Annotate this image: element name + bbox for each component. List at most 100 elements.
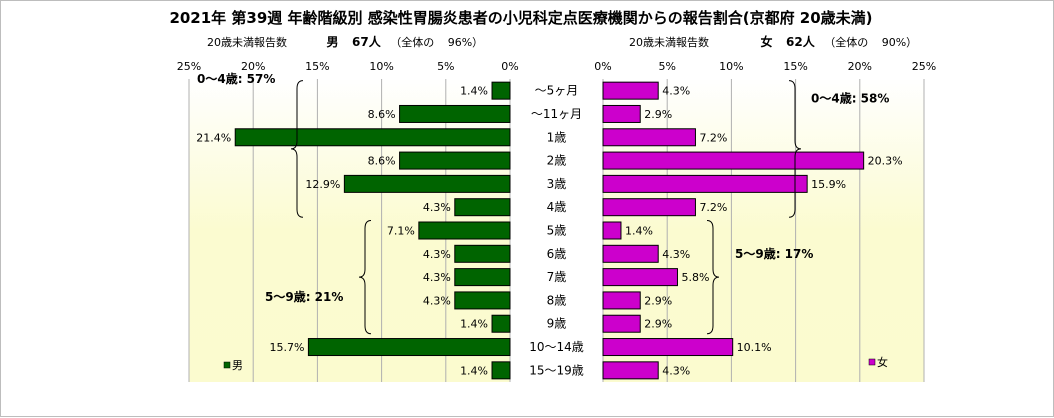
category-label: 8歳 bbox=[547, 293, 567, 307]
male-value-label: 4.3% bbox=[423, 271, 451, 284]
female-bar bbox=[602, 151, 865, 170]
male-header: 20歳未満報告数 男 67人 （全体の 96%） bbox=[207, 33, 483, 50]
female-value-label: 2.9% bbox=[644, 294, 672, 307]
male-legend-swatch bbox=[223, 361, 231, 369]
male-bar bbox=[491, 314, 511, 333]
female-value-label: 2.9% bbox=[644, 318, 672, 331]
female-tick-label: 25% bbox=[912, 60, 936, 73]
female-bar bbox=[602, 198, 696, 217]
male-tick-label: 20% bbox=[241, 60, 265, 73]
female-value-label: 4.3% bbox=[662, 85, 690, 98]
category-label: 3歳 bbox=[547, 177, 567, 191]
female-legend-label: 女 bbox=[877, 355, 888, 369]
male-value-label: 1.4% bbox=[460, 85, 488, 98]
male-group-brace bbox=[358, 220, 372, 335]
male-header-sex: 男 bbox=[326, 35, 339, 49]
male-tick-label: 15% bbox=[305, 60, 329, 73]
category-label: 1歳 bbox=[547, 130, 567, 144]
category-label: 7歳 bbox=[547, 270, 567, 284]
male-bar bbox=[491, 81, 511, 100]
male-value-label: 12.9% bbox=[305, 178, 340, 191]
male-value-label: 4.3% bbox=[423, 294, 451, 307]
female-value-label: 7.2% bbox=[699, 131, 727, 144]
category-label: ～11ヶ月 bbox=[531, 107, 582, 121]
female-header-caption: 20歳未満報告数 bbox=[629, 36, 709, 49]
male-tick-label: 5% bbox=[437, 60, 454, 73]
female-legend-swatch bbox=[868, 358, 876, 366]
female-tick-label: 15% bbox=[783, 60, 807, 73]
female-value-label: 2.9% bbox=[644, 108, 672, 121]
category-labels: ～5ヶ月 ～11ヶ月 1歳 2歳 3歳 4歳 5歳 6歳 7歳 8歳 9歳 10～14歳 15～19歳 bbox=[529, 84, 584, 378]
male-bar bbox=[399, 151, 511, 170]
category-label: 6歳 bbox=[547, 247, 567, 261]
male-bar bbox=[491, 361, 511, 380]
male-bar bbox=[234, 128, 511, 147]
male-legend-label: 男 bbox=[232, 359, 243, 372]
male-bar bbox=[454, 244, 511, 263]
female-tick-label: 5% bbox=[658, 60, 675, 73]
male-value-label: 21.4% bbox=[196, 131, 231, 144]
female-value-label: 15.9% bbox=[811, 178, 846, 191]
male-bar bbox=[454, 198, 511, 217]
male-value-label: 4.3% bbox=[423, 248, 451, 261]
female-value-label: 4.3% bbox=[662, 364, 690, 377]
category-label: 15～19歳 bbox=[529, 363, 584, 377]
female-bar bbox=[602, 361, 659, 380]
female-bar bbox=[602, 174, 808, 193]
category-label: 10～14歳 bbox=[529, 340, 584, 354]
category-label: 4歳 bbox=[547, 200, 567, 214]
female-group-brace bbox=[706, 220, 720, 335]
male-bar bbox=[418, 221, 511, 240]
male-value-label: 8.6% bbox=[368, 155, 396, 168]
male-group-label: 0～4歳: 57% bbox=[197, 71, 275, 86]
female-value-label: 7.2% bbox=[699, 201, 727, 214]
female-group-brace bbox=[788, 80, 802, 218]
male-value-label: 15.7% bbox=[269, 341, 304, 354]
female-group-label: 5～9歳: 17% bbox=[735, 246, 813, 261]
male-value-label: 7.1% bbox=[387, 225, 415, 238]
female-bar bbox=[602, 221, 622, 240]
male-value-label: 4.3% bbox=[423, 201, 451, 214]
female-tick-label: 20% bbox=[848, 60, 872, 73]
male-bar bbox=[454, 268, 511, 287]
female-value-label: 4.3% bbox=[662, 248, 690, 261]
female-bar bbox=[602, 291, 641, 310]
female-header-sex: 女 bbox=[760, 35, 773, 49]
male-value-label: 8.6% bbox=[368, 108, 396, 121]
male-value-label: 1.4% bbox=[460, 364, 488, 377]
male-header-share-prefix: （全体の bbox=[390, 36, 435, 49]
female-bar bbox=[602, 338, 734, 357]
male-bar bbox=[399, 104, 511, 123]
male-tick-label: 10% bbox=[369, 60, 393, 73]
category-label: ～5ヶ月 bbox=[535, 84, 579, 98]
female-panel: 0% 5% 10% 15% 20% 25% 4.3% 2.9% 7.2% 20.3% 15.9% 7.… bbox=[594, 60, 936, 382]
female-bar bbox=[602, 128, 696, 147]
male-bar bbox=[343, 174, 511, 193]
male-tick-label: 25% bbox=[177, 60, 201, 73]
female-header: 20歳未満報告数 女 62人 （全体の 90%） bbox=[629, 33, 917, 50]
female-header-count: 62人 bbox=[786, 35, 815, 49]
female-bar bbox=[602, 268, 678, 287]
male-group-brace bbox=[290, 80, 304, 218]
female-bar bbox=[602, 244, 659, 263]
male-bar bbox=[307, 338, 511, 357]
male-header-count: 67人 bbox=[352, 35, 381, 49]
female-value-label: 5.8% bbox=[681, 271, 709, 284]
category-label: 5歳 bbox=[547, 224, 567, 238]
female-tick-label: 0% bbox=[594, 60, 611, 73]
category-label: 2歳 bbox=[547, 154, 567, 168]
female-bar bbox=[602, 81, 659, 100]
female-group-label: 0～4歳: 58% bbox=[811, 91, 889, 106]
male-header-caption: 20歳未満報告数 bbox=[207, 36, 287, 49]
male-panel: 25% 20% 15% 10% 5% 0% 1.4% 8.6% 21.4% 8.6% 12.9% 4.… bbox=[177, 60, 519, 382]
female-bar bbox=[602, 314, 641, 333]
female-value-label: 20.3% bbox=[868, 155, 903, 168]
category-label: 9歳 bbox=[547, 317, 567, 331]
chart-title: 2021年 第39週 年齢階級別 感染性胃腸炎患者の小児科定点医療機関からの報告… bbox=[169, 9, 873, 27]
female-value-label: 1.4% bbox=[625, 225, 653, 238]
female-bar bbox=[602, 104, 641, 123]
male-header-share: 96%） bbox=[447, 36, 484, 49]
female-header-share: 90%） bbox=[881, 36, 918, 49]
